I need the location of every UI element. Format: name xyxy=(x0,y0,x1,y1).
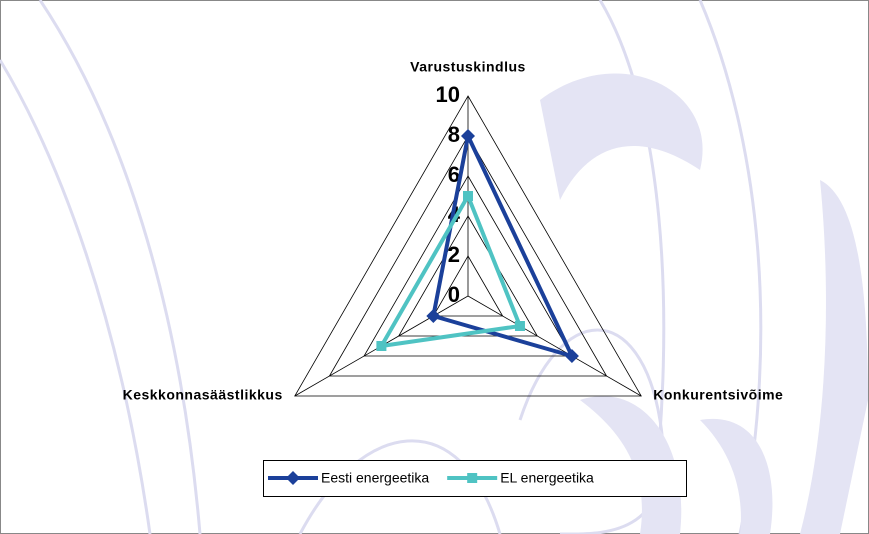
chart: 0246810VarustuskindlusKonkurentsivõimeKe… xyxy=(0,0,869,534)
category-label: Konkurentsivõime xyxy=(653,387,783,403)
category-label: Keskkonnasäästlikkus xyxy=(123,387,283,403)
legend-label: EL energeetika xyxy=(500,470,594,486)
r-tick-label: 2 xyxy=(448,242,460,267)
legend-label: Eesti energeetika xyxy=(321,470,429,486)
marker xyxy=(515,321,525,331)
r-tick-label: 8 xyxy=(448,122,460,147)
r-tick-label: 0 xyxy=(448,282,460,307)
marker xyxy=(376,341,386,351)
legend: Eesti energeetika EL energeetika xyxy=(264,461,687,497)
marker xyxy=(463,191,473,201)
legend-marker xyxy=(467,473,477,483)
category-label: Varustuskindlus xyxy=(410,59,526,75)
r-tick-label: 10 xyxy=(436,82,460,107)
